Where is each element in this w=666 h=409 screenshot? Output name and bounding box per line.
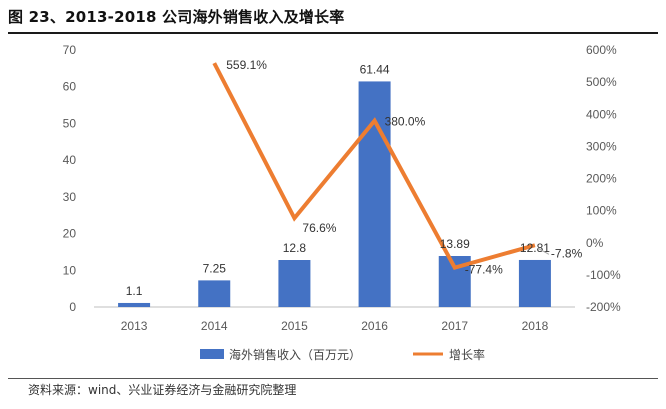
y-right-tick-label: 100%: [586, 204, 617, 218]
y-left-tick-label: 30: [63, 190, 77, 204]
y-right-tick-label: -200%: [586, 300, 621, 314]
source-note: 资料来源：wind、兴业证券经济与金融研究院整理: [28, 383, 297, 397]
source-rule: [8, 378, 658, 379]
y-left-tick-label: 0: [69, 300, 76, 314]
bar: [118, 302, 151, 307]
title-rule: [8, 32, 658, 34]
line-value-label: -77.4%: [465, 263, 503, 277]
legend-bar-label: 海外销售收入（百万元）: [229, 347, 361, 362]
x-tick-label: 2014: [201, 319, 228, 333]
y-right-tick-label: 0%: [586, 236, 604, 250]
figure-title: 图 23、2013-2018 公司海外销售收入及增长率: [8, 8, 345, 26]
line-value-label: 559.1%: [226, 58, 267, 72]
y-left-tick-label: 70: [63, 43, 77, 57]
legend-line-label: 增长率: [449, 347, 485, 362]
x-tick-label: 2016: [361, 319, 388, 333]
y-right-tick-label: -100%: [586, 268, 621, 282]
y-left-tick-label: 40: [63, 153, 77, 167]
bar: [198, 280, 231, 307]
data-labels: 1.1 7.25 12.8 61.44 13.89 12.81 559.1% 76.6% 380…: [126, 58, 583, 298]
line-series: [212, 62, 536, 270]
y-left-tick-label: 10: [63, 263, 77, 277]
bar-value-label: 12.81: [520, 241, 550, 255]
bar-value-label: 7.25: [203, 261, 227, 275]
bar-value-label: 1.1: [126, 284, 143, 298]
label-leader-line: [537, 247, 550, 255]
legend: 海外销售收入（百万元） 增长率: [200, 347, 485, 362]
line-value-label: -7.8%: [551, 246, 583, 260]
x-tick-label: 2013: [121, 319, 148, 333]
y-right-tick-label: 500%: [586, 75, 617, 89]
bar-value-label: 61.44: [360, 62, 390, 76]
line-value-label: 76.6%: [302, 221, 336, 235]
y-right-tick-label: 200%: [586, 172, 617, 186]
bar-value-label: 13.89: [440, 237, 470, 251]
bar: [278, 260, 311, 307]
line-value-label: 380.0%: [385, 115, 426, 129]
y-left-tick-label: 60: [63, 80, 77, 94]
x-tick-label: 2017: [441, 319, 468, 333]
y-left-tick-label: 20: [63, 227, 77, 241]
x-tick-label: 2018: [522, 319, 549, 333]
legend-bar-swatch: [200, 349, 224, 359]
x-tick-label: 2015: [281, 319, 308, 333]
y-right-tick-label: 600%: [586, 43, 617, 57]
y-right-tick-label: 400%: [586, 107, 617, 121]
bar: [518, 259, 551, 307]
y-left-tick-label: 50: [63, 116, 77, 130]
bar-value-label: 12.8: [283, 241, 307, 255]
chart-axes: 0 10 20 30 40 50 60 70 -200% -100% 0% 100% 200% 300% 4…: [63, 43, 621, 333]
growth-line: [212, 62, 536, 270]
y-right-tick-label: 300%: [586, 139, 617, 153]
